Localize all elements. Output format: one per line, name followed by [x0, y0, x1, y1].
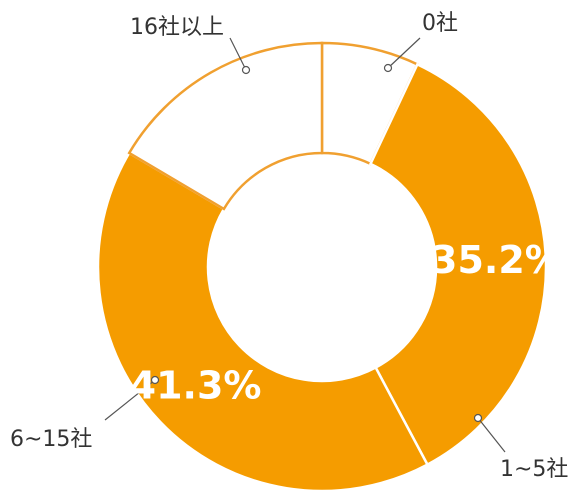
- category-label: 1~5社: [500, 457, 568, 482]
- donut-slice: [96, 151, 430, 492]
- donut-slice: [368, 62, 548, 467]
- leader-dot: [473, 413, 483, 423]
- category-label: 16社以上: [130, 15, 224, 40]
- value-label: 35.2%: [431, 238, 563, 282]
- category-label: 6~15社: [10, 427, 92, 452]
- leader-line: [229, 37, 247, 71]
- value-label: 41.3%: [130, 363, 262, 407]
- leader-dot: [241, 65, 251, 75]
- leader-dot: [150, 375, 160, 385]
- donut-slice: [127, 41, 324, 211]
- leader-dot: [383, 63, 393, 73]
- category-label: 0社: [422, 11, 458, 36]
- leader-line: [104, 379, 156, 421]
- leader-line: [477, 417, 506, 453]
- leader-line: [387, 37, 421, 69]
